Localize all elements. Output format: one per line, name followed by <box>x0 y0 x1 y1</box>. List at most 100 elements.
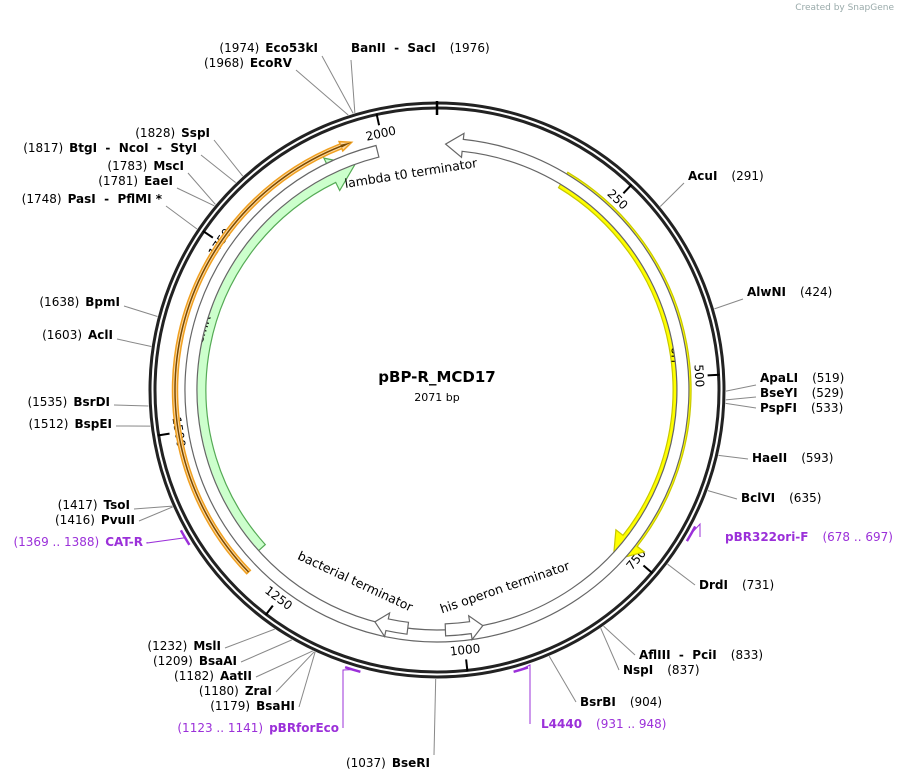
site-label: AlwNI (424) <box>747 285 832 299</box>
site-name: BseRI <box>392 756 430 770</box>
leader-line <box>213 139 244 177</box>
leader-line <box>224 628 275 649</box>
leader-line <box>433 678 437 756</box>
position-label: (731) <box>742 578 774 592</box>
site-label: DrdI (731) <box>699 578 774 592</box>
site-label: (1416) PvuII <box>55 513 135 527</box>
position-label: (533) <box>811 401 843 415</box>
site-name: BsrDI <box>73 395 110 409</box>
site-label: (1603) AclI <box>42 328 113 342</box>
tick-mark <box>707 373 720 377</box>
site-name: TsoI <box>104 498 130 512</box>
site-label: BanII - SacI (1976) <box>351 41 490 55</box>
credit: Created by SnapGene <box>795 3 894 13</box>
tick-mark <box>157 432 170 437</box>
site-name: AlwNI <box>747 285 786 299</box>
site-label: (1974) Eco53kI <box>219 41 318 55</box>
site-name: pBRforEco <box>269 721 339 735</box>
site-name: EaeI <box>144 174 173 188</box>
site-label: (1037) BseRI <box>346 756 430 770</box>
position-label: (1748) <box>22 192 62 206</box>
leader-line <box>707 490 738 500</box>
position-label: (1180) <box>199 684 239 698</box>
position-label: (833) <box>731 648 763 662</box>
leader-line <box>659 182 685 207</box>
position-label: (1817) <box>23 141 63 155</box>
site-label: (1968) EcoRV <box>204 56 293 70</box>
site-name: BsaHI <box>256 699 295 713</box>
site-label: (1182) AatII <box>174 669 252 683</box>
position-label: (1512) <box>29 417 69 431</box>
leader-line <box>295 69 349 116</box>
site-name: MslI <box>193 639 221 653</box>
leader-line <box>725 396 757 401</box>
position-label: (593) <box>801 451 833 465</box>
site-name: PvuII <box>101 513 135 527</box>
position-label: (1182) <box>174 669 214 683</box>
site-label: AflIII - PciI (833) <box>639 648 763 662</box>
site-name: EcoRV <box>250 56 293 70</box>
leader-line <box>548 656 577 703</box>
position-label: (1535) <box>27 395 67 409</box>
tick-label: 500 <box>691 364 706 388</box>
primer-site <box>344 666 361 674</box>
site-label: PspFI (533) <box>760 401 843 415</box>
leader-line <box>176 187 215 207</box>
leader-line <box>113 404 149 407</box>
leader-line <box>714 298 744 310</box>
position-label: (1603) <box>42 328 82 342</box>
feature-arrow <box>184 132 690 643</box>
site-name: BseYI <box>760 386 798 400</box>
tick-mark <box>202 230 214 239</box>
position-label: (1369 .. 1388) <box>13 535 99 549</box>
primer-leader <box>520 664 531 724</box>
position-label: (1828) <box>135 126 175 140</box>
position-label: (635) <box>789 491 821 505</box>
site-name: AflIII - PciI <box>639 648 717 662</box>
position-label: (1781) <box>98 174 138 188</box>
site-name: AclI <box>88 328 113 342</box>
leader-line <box>350 59 356 113</box>
position-label: (1037) <box>346 756 386 770</box>
site-label: HaeII (593) <box>752 451 834 465</box>
backbone-outer <box>148 101 726 679</box>
leader-line <box>123 305 158 317</box>
position-label: (1638) <box>39 295 79 309</box>
leader-line <box>725 384 757 392</box>
site-name: ZraI <box>245 684 272 698</box>
position-label: (529) <box>812 386 844 400</box>
position-label: (424) <box>800 285 832 299</box>
position-label: (1783) <box>107 159 147 173</box>
site-name: DrdI <box>699 578 728 592</box>
backbone-inner <box>153 106 721 674</box>
leader-line <box>133 505 173 510</box>
tick-label: 2000 <box>364 123 397 143</box>
site-label: (1638) BpmI <box>39 295 120 309</box>
site-name: CAT-R <box>105 535 143 549</box>
leader-line <box>667 563 696 586</box>
position-label: (904) <box>630 695 662 709</box>
site-label: L4440 (931 .. 948) <box>541 717 666 731</box>
tick-label: 1000 <box>449 641 481 658</box>
site-name: pBR322ori-F <box>725 530 808 544</box>
tick-mark <box>465 659 469 672</box>
feature-arrow <box>374 611 410 639</box>
leader-line <box>165 205 198 230</box>
position-label: (837) <box>667 663 699 677</box>
leader-line <box>240 639 293 663</box>
site-label: NspI (837) <box>623 663 700 677</box>
position-label: (1209) <box>153 654 193 668</box>
leader-line <box>200 154 237 184</box>
position-label: (519) <box>812 371 844 385</box>
site-label: (1232) MslI <box>147 639 221 653</box>
position-label: (1232) <box>147 639 187 653</box>
site-name: BsaAI <box>199 654 237 668</box>
leader-line <box>600 627 620 671</box>
leader-line <box>138 506 173 522</box>
position-label: (291) <box>731 169 763 183</box>
site-label: (1209) BsaAI <box>153 654 237 668</box>
leader-line <box>725 402 757 409</box>
leader-line <box>718 454 749 460</box>
leader-line <box>298 651 316 708</box>
